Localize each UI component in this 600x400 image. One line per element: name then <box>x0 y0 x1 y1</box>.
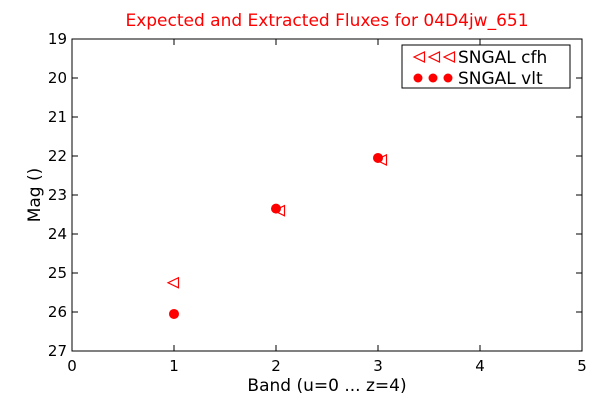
y-tick-label-27: 27 <box>48 342 67 360</box>
legend-markers <box>412 50 456 83</box>
data-points <box>166 152 388 319</box>
point-sngal-vlt-2 <box>271 203 281 214</box>
x-tick-label-5: 5 <box>577 357 587 375</box>
y-tick-label-24: 24 <box>48 225 67 243</box>
legend-marker-cfh-2 <box>427 50 441 64</box>
x-tick-label-4: 4 <box>475 357 485 375</box>
y-tick-label-26: 26 <box>48 303 67 321</box>
chart-title: Expected and Extracted Fluxes for 04D4jw… <box>125 11 528 31</box>
y-tick-label-23: 23 <box>48 186 67 204</box>
y-tick-label-20: 20 <box>48 69 67 87</box>
y-tick-label-25: 25 <box>48 264 67 282</box>
legend-marker-cfh-1 <box>412 50 426 64</box>
x-tick-label-3: 3 <box>373 357 383 375</box>
legend-marker-vlt-1 <box>413 73 423 83</box>
point-sngal-cfh-1 <box>166 276 180 289</box>
legend-marker-vlt-2 <box>428 73 438 83</box>
y-axis-label: Mag () <box>25 168 45 223</box>
legend: SNGAL cfh SNGAL vlt <box>401 44 571 89</box>
x-tick-label-0: 0 <box>67 357 77 375</box>
point-sngal-vlt-3 <box>373 152 383 163</box>
y-tick-label-21: 21 <box>48 108 67 126</box>
plot-area-frame <box>71 38 583 352</box>
x-tick-label-1: 1 <box>169 357 179 375</box>
legend-label-cfh: SNGAL cfh <box>458 48 547 68</box>
x-tick-label-2: 2 <box>271 357 281 375</box>
x-axis-label: Band (u=0 ... z=4) <box>247 376 406 396</box>
y-tick-label-19: 19 <box>48 30 67 48</box>
point-sngal-vlt-1 <box>169 308 179 319</box>
y-tick-label-22: 22 <box>48 147 67 165</box>
legend-marker-cfh-3 <box>442 50 456 64</box>
legend-marker-vlt-3 <box>443 73 453 83</box>
legend-label-vlt: SNGAL vlt <box>458 69 543 89</box>
